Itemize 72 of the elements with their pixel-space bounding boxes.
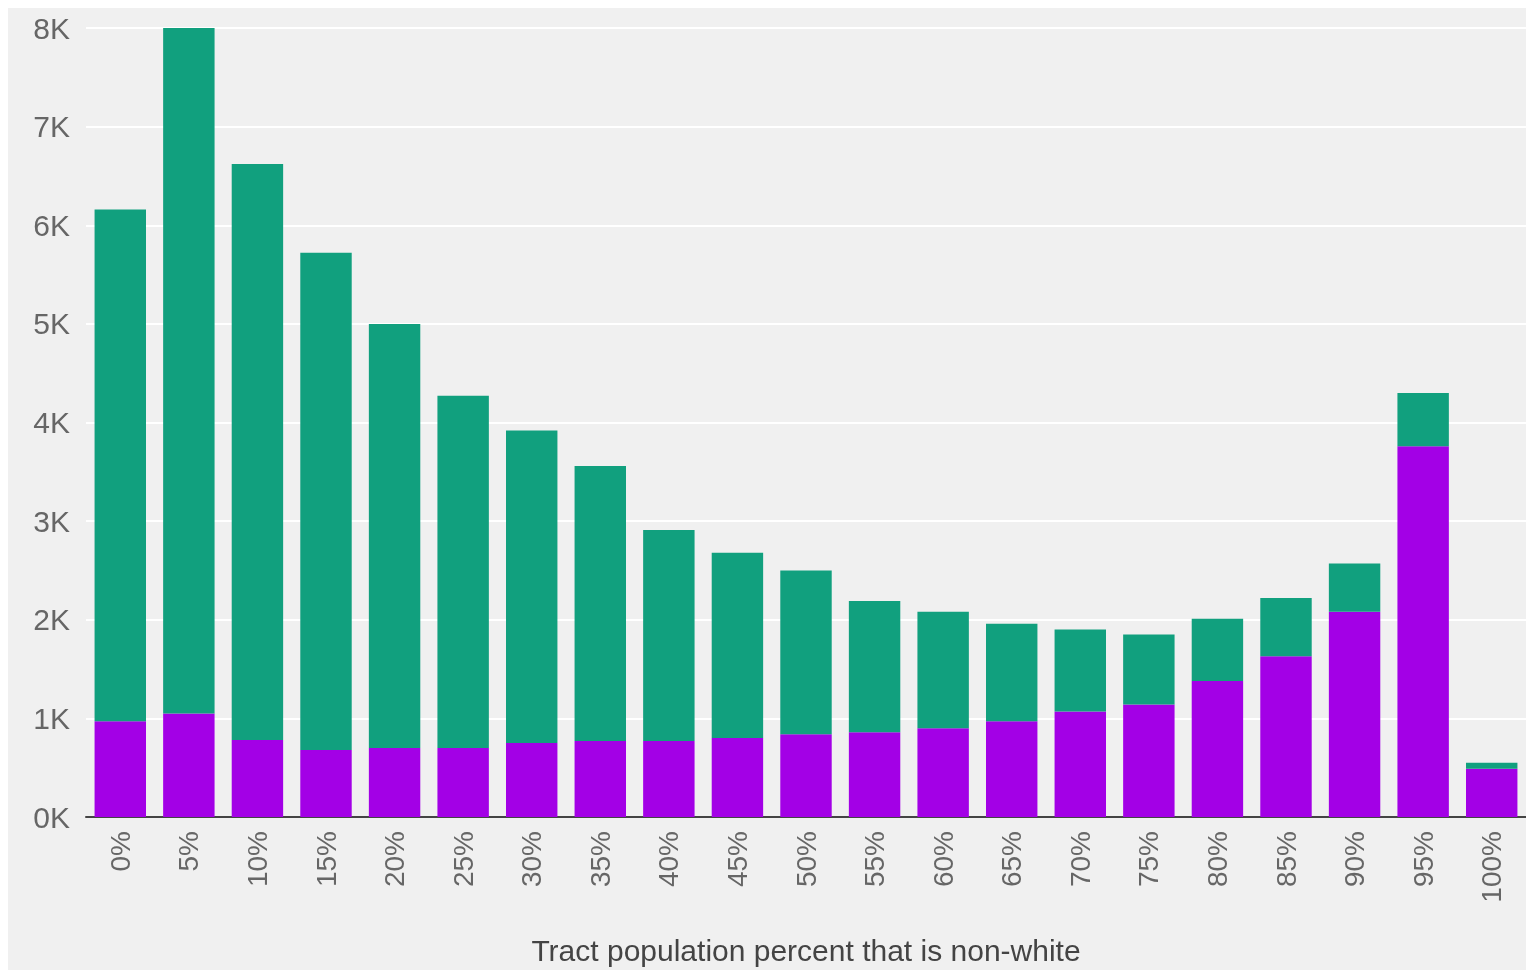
y-tick-label: 1K: [33, 701, 70, 735]
bar: [643, 741, 695, 817]
y-tick-label: 7K: [33, 110, 70, 144]
bar: [506, 430, 558, 744]
y-tick-label: 2K: [33, 603, 70, 637]
x-tick-label: 20%: [379, 831, 411, 888]
bar: [437, 747, 489, 817]
x-tick-label: 90%: [1339, 831, 1371, 888]
bar: [711, 552, 764, 739]
bar: [506, 743, 558, 817]
bar: [574, 741, 626, 817]
bar: [368, 323, 421, 748]
x-tick-label: 30%: [516, 831, 548, 888]
bar: [437, 395, 489, 748]
x-tick-label: 100%: [1476, 831, 1508, 903]
y-tick-label: 0K: [33, 800, 70, 834]
bar: [780, 734, 832, 817]
bar: [300, 749, 352, 817]
x-tick-label: 35%: [584, 831, 616, 888]
bar: [231, 740, 284, 817]
bar: [848, 732, 901, 817]
bar: [1328, 611, 1381, 817]
x-tick-label: 60%: [927, 831, 959, 888]
x-tick-label: 25%: [447, 831, 479, 888]
bar: [780, 570, 832, 735]
bar: [711, 738, 764, 817]
bar: [848, 601, 901, 733]
x-tick-label: 15%: [310, 831, 342, 888]
bar: [1466, 762, 1518, 769]
bar: [1054, 629, 1106, 712]
bar: [368, 747, 421, 817]
bar: [163, 713, 215, 817]
x-tick-label: 50%: [790, 831, 822, 888]
bar: [1191, 618, 1244, 681]
bar: [1397, 446, 1449, 817]
y-tick-label: 8K: [33, 11, 70, 45]
bar: [300, 252, 352, 750]
y-tick-label: 6K: [33, 208, 70, 242]
bar: [986, 623, 1038, 722]
bar: [94, 209, 146, 722]
bar: [1328, 563, 1381, 612]
x-axis-title: Tract population percent that is non-white: [531, 933, 1081, 967]
y-tick-label: 3K: [33, 504, 70, 538]
x-tick-label: 70%: [1064, 831, 1096, 888]
x-tick-label: 45%: [721, 831, 753, 888]
y-tick-label: 5K: [33, 307, 70, 341]
x-tick-label: 65%: [996, 831, 1028, 888]
bar: [574, 465, 626, 742]
bar: [1397, 392, 1449, 447]
bar: [643, 530, 695, 742]
bar: [1260, 656, 1312, 817]
bar: [1123, 704, 1175, 817]
x-tick-label: 80%: [1201, 831, 1233, 888]
x-tick-label: 55%: [859, 831, 891, 888]
x-tick-label: 0%: [104, 831, 136, 872]
bar: [1466, 768, 1518, 817]
x-tick-label: 5%: [173, 831, 205, 872]
bar: [1191, 680, 1244, 817]
x-tick-label: 40%: [653, 831, 685, 888]
x-tick-label: 95%: [1407, 831, 1439, 888]
bar: [1054, 711, 1106, 817]
bar: [94, 721, 146, 817]
x-tick-label: 75%: [1133, 831, 1165, 888]
bar: [917, 611, 969, 729]
y-tick-label: 4K: [33, 406, 70, 439]
x-tick-label: 85%: [1270, 831, 1302, 888]
bar: [917, 728, 969, 817]
x-tick-label: 10%: [241, 831, 273, 888]
bar: [986, 721, 1038, 817]
bar: [1123, 634, 1175, 705]
bar: [231, 164, 284, 741]
bar: [1260, 598, 1312, 657]
